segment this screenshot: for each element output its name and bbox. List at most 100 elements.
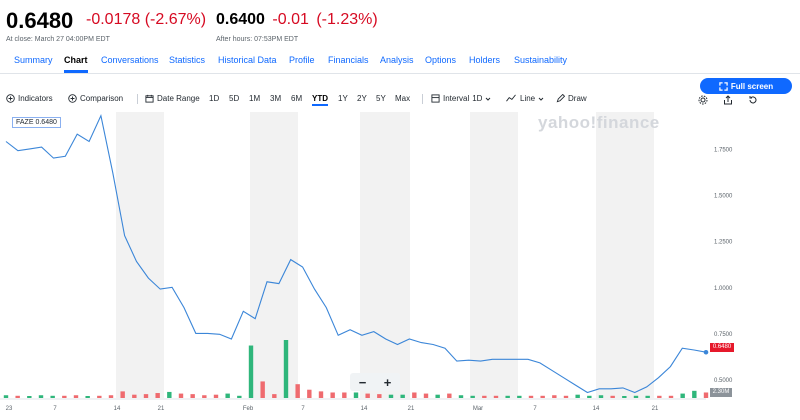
volume-bar [202, 395, 207, 398]
x-axis-tick-label: 23 [6, 406, 13, 412]
x-axis-tick-label: 7 [301, 406, 305, 412]
chart-shade-band [360, 112, 410, 398]
volume-bar [540, 395, 545, 398]
zoom-controls: − + [350, 373, 400, 391]
volume-bar [295, 384, 300, 398]
volume-bar [505, 395, 510, 398]
after-hours-price: 0.6400 [216, 11, 265, 28]
volume-bar [692, 390, 697, 398]
zoom-in-button[interactable]: + [383, 374, 392, 390]
range-1y[interactable]: 1Y [338, 94, 348, 103]
range-3m[interactable]: 3M [270, 94, 282, 103]
volume-bar [330, 392, 335, 398]
volume-bar [470, 395, 475, 398]
volume-bar [400, 394, 405, 398]
volume-bar [575, 394, 580, 398]
tab-conversations[interactable]: Conversations [101, 55, 159, 65]
volume-bar [27, 396, 32, 398]
volume-bar [272, 394, 277, 398]
volume-bar [50, 395, 55, 398]
range-2y[interactable]: 2Y [357, 94, 367, 103]
volume-bar [517, 395, 522, 398]
date-range-button[interactable]: Date Range [145, 94, 200, 103]
volume-bar [598, 395, 604, 398]
ticker-symbol: FAZE [16, 119, 34, 126]
ticker-value: 0.6480 [35, 119, 57, 126]
volume-bar [155, 393, 160, 398]
range-1d[interactable]: 1D [209, 94, 220, 103]
interval-value: 1D [472, 94, 483, 103]
pencil-icon [556, 94, 565, 103]
range-5d[interactable]: 5D [229, 94, 240, 103]
volume-bar [622, 396, 627, 398]
quote-change-value: -0.0178 [86, 11, 141, 28]
tab-historical-data[interactable]: Historical Data [218, 55, 277, 65]
tab-profile[interactable]: Profile [289, 55, 315, 65]
volume-bar [73, 395, 79, 398]
volume-bar [120, 391, 125, 398]
volume-bar [633, 395, 639, 398]
volume-bar [213, 394, 219, 398]
comparison-button[interactable]: Comparison [68, 94, 123, 103]
volume-bar [190, 394, 195, 398]
zoom-out-button[interactable]: − [358, 374, 367, 390]
price-chart[interactable]: 1.7500 1.5000 1.2500 1.0000 0.7500 0.5000 23 7 1… [0, 112, 800, 412]
tab-statistics[interactable]: Statistics [169, 55, 206, 65]
volume-bar [237, 395, 242, 398]
volume-bar [552, 395, 557, 398]
range-1m[interactable]: 1M [249, 94, 261, 103]
tab-holders[interactable]: Holders [469, 55, 501, 65]
indicators-label: Indicators [18, 94, 53, 103]
x-axis-tick-label: 14 [361, 406, 368, 412]
volume-bar [668, 395, 674, 398]
quote-tabs: Summary Chart Conversations Statistics H… [0, 50, 800, 74]
range-6m[interactable]: 6M [291, 94, 303, 103]
volume-bar [377, 394, 382, 398]
volume-bar [132, 394, 137, 398]
interval-button[interactable]: Interval 1D [431, 94, 491, 103]
volume-bar [703, 392, 709, 398]
range-5y[interactable]: 5Y [376, 94, 386, 103]
after-hours-change: -0.01 [272, 11, 309, 28]
yahoo-finance-watermark: yahoo!finance [538, 113, 660, 132]
volume-bar [225, 393, 230, 398]
full-screen-button[interactable]: Full screen [700, 78, 792, 94]
settings-gear-icon[interactable] [698, 95, 708, 105]
quote-price: 0.6480 [6, 8, 74, 33]
volume-bar [307, 389, 312, 398]
volume-bar [260, 381, 265, 398]
volume-bar [62, 395, 67, 398]
date-range-label: Date Range [157, 94, 200, 103]
volume-bar [283, 340, 289, 398]
x-axis-tick-label: 7 [53, 406, 57, 412]
tab-chart[interactable]: Chart [64, 55, 88, 73]
tab-summary[interactable]: Summary [14, 55, 53, 65]
quote-change: -0.0178 (-2.67%) [86, 11, 206, 29]
volume-bar [178, 393, 184, 398]
chevron-down-icon [538, 97, 544, 101]
y-axis-tick-label: 1.7500 [714, 147, 733, 153]
after-hours-quote: 0.6400 -0.01 (-1.23%) [216, 11, 378, 29]
volume-bar [143, 394, 149, 398]
reset-icon[interactable] [748, 95, 758, 105]
toolbar-divider [422, 94, 423, 104]
comparison-label: Comparison [80, 94, 124, 103]
tab-analysis[interactable]: Analysis [380, 55, 414, 65]
tab-financials[interactable]: Financials [328, 55, 369, 65]
interval-label: Interval [443, 94, 470, 103]
range-max[interactable]: Max [395, 94, 411, 103]
share-icon[interactable] [723, 95, 733, 105]
tab-options[interactable]: Options [425, 55, 457, 65]
x-axis-tick-label: 21 [408, 406, 415, 412]
volume-bar [167, 391, 172, 398]
last-price-badge: 0.6480 [710, 343, 734, 352]
indicators-button[interactable]: Indicators [6, 94, 53, 103]
ticker-legend: FAZE 0.6480 [12, 117, 61, 128]
tab-sustainability[interactable]: Sustainability [514, 55, 568, 65]
x-axis-tick-label: 14 [114, 406, 121, 412]
draw-button[interactable]: Draw [556, 94, 587, 103]
price-line [5, 113, 707, 394]
range-ytd[interactable]: YTD [312, 94, 328, 106]
line-type-button[interactable]: Line [505, 94, 544, 103]
x-axis-tick-label: Mar [473, 406, 483, 412]
